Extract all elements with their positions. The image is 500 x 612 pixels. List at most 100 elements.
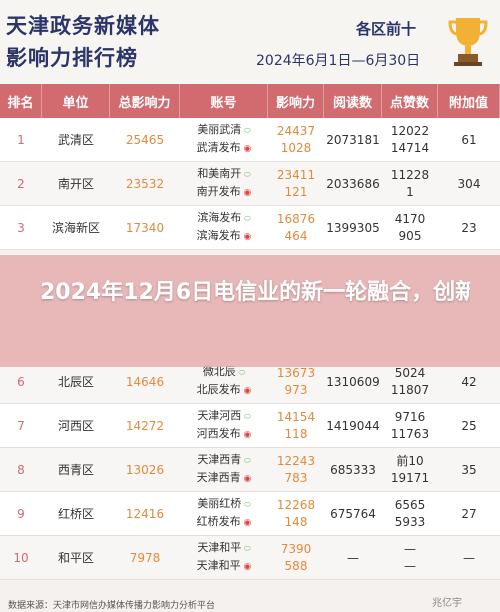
like-count-cell: 4170 905: [382, 206, 438, 249]
extra-value-cell: 25: [461, 418, 477, 433]
account-name-weibo: 武清发布: [197, 139, 252, 158]
influence-cell: 16876 464: [268, 206, 324, 249]
like-count-cell: 9716 11763: [382, 404, 438, 447]
rank-cell: 7: [17, 418, 25, 433]
rank-cell: 10: [13, 550, 29, 565]
account-cell: 天津西青 天津西青: [180, 448, 268, 491]
watermark: 兆亿宇: [432, 598, 462, 609]
total-influence-cell: 7978: [129, 550, 161, 565]
account-cell: 美丽红桥 红桥发布: [180, 492, 268, 535]
like-count-cell: 6565 5933: [382, 492, 438, 535]
extra-value-cell: —: [463, 550, 475, 565]
like-count-cell: 5024 11807: [382, 360, 438, 403]
influence-value: 24437: [276, 123, 316, 138]
total-influence-cell: 14646: [125, 374, 165, 389]
like-value: 11763: [390, 426, 430, 441]
influence-value: 148: [284, 514, 308, 529]
account-name-wechat: 天津西青: [197, 451, 250, 469]
account-name-wechat: 滨海发布: [197, 209, 250, 227]
influence-cell: 24437 1028: [268, 118, 324, 161]
account-name-weibo: 天津和平: [197, 557, 252, 576]
influence-cell: 23411 121: [268, 162, 324, 205]
table-row: 7 河西区 14272 天津河西 河西发布 14154 118 1419044 …: [0, 404, 500, 448]
account-name-weibo: 红桥发布: [197, 513, 252, 532]
like-value: 19171: [390, 470, 430, 485]
table-row: 3 滨海新区 17340 滨海发布 滨海发布 16876 464 1399305…: [0, 206, 500, 250]
data-source-note: 数据来源：天津市网信办媒体传播力影响力分析平台: [8, 601, 216, 611]
unit-cell: 南开区: [57, 177, 94, 191]
like-value: 4170: [394, 211, 426, 226]
account-cell: 美丽武清 武清发布: [180, 118, 268, 161]
read-count-cell: 675764: [330, 506, 376, 521]
rank-cell: 8: [17, 462, 25, 477]
account-cell: 滨海发布 滨海发布: [180, 206, 268, 249]
rank-cell: 1: [17, 132, 25, 147]
poster-subtitle: 各区前十: [356, 20, 417, 38]
total-influence-cell: 25465: [125, 132, 165, 147]
table-header: 排名 单位 总影响力 账号 影响力 阅读数 点赞数 附加值: [0, 84, 500, 118]
trophy-icon: [448, 18, 488, 66]
read-count-cell: 1310609: [326, 374, 380, 389]
influence-cell: 13673 973: [268, 360, 324, 403]
account-name-weibo: 河西发布: [197, 425, 252, 444]
column-header: 影响力: [268, 84, 324, 118]
like-value: 前10: [396, 453, 424, 468]
influence-value: 16876: [276, 211, 316, 226]
column-header: 账号: [180, 84, 268, 118]
like-value: —: [404, 558, 416, 573]
table-row: 6 北辰区 14646 微北辰 北辰发布 13673 973 1310609 5…: [0, 360, 500, 404]
table-row: 1 武清区 25465 美丽武清 武清发布 24437 1028 2073181…: [0, 118, 500, 162]
account-name-weibo: 北辰发布: [197, 381, 252, 400]
headline-banner: 2024年12月6日电信业的新一轮融合，创新、升级与未来发: [0, 255, 500, 367]
unit-cell: 滨海新区: [51, 221, 100, 235]
influence-cell: 7390 588: [268, 536, 324, 579]
like-value: 11807: [390, 382, 430, 397]
account-name-wechat: 天津和平: [197, 539, 250, 557]
read-count-cell: 1419044: [326, 418, 380, 433]
extra-value-cell: 35: [461, 462, 477, 477]
account-name-weibo: 南开发布: [197, 183, 252, 202]
influence-value: 12243: [276, 453, 316, 468]
influence-value: 588: [284, 558, 308, 573]
influence-value: 23411: [276, 167, 316, 182]
headline-text: 2024年12月6日电信业的新一轮融合，创新、升级与未来发: [40, 280, 470, 305]
influence-value: 13673: [276, 365, 316, 380]
influence-value: 118: [284, 426, 308, 441]
column-header: 附加值: [438, 84, 500, 118]
influence-value: 7390: [280, 541, 312, 556]
like-value: 14714: [390, 140, 430, 155]
total-influence-cell: 13026: [125, 462, 165, 477]
read-count-cell: 685333: [330, 462, 376, 477]
account-cell: 天津和平 天津和平: [180, 536, 268, 579]
influence-value: 464: [284, 228, 308, 243]
like-count-cell: 12022 14714: [382, 118, 438, 161]
like-value: 905: [398, 228, 422, 243]
account-name-weibo: 天津西青: [197, 469, 252, 488]
poster-title-line2: 影响力排行榜: [6, 46, 138, 70]
account-cell: 和美南开 南开发布: [180, 162, 268, 205]
like-count-cell: 11228 1: [382, 162, 438, 205]
column-header: 排名: [0, 84, 42, 118]
influence-value: 14154: [276, 409, 316, 424]
column-header: 阅读数: [324, 84, 382, 118]
table-row: 9 红桥区 12416 美丽红桥 红桥发布 12268 148 675764 6…: [0, 492, 500, 536]
extra-value-cell: 304: [457, 176, 481, 191]
read-count-cell: 2033686: [326, 176, 380, 191]
extra-value-cell: 27: [461, 506, 477, 521]
like-count-cell: — —: [382, 536, 438, 579]
account-name-wechat: 美丽红桥: [197, 495, 250, 513]
influence-value: 1028: [280, 140, 312, 155]
account-name-wechat: 天津河西: [197, 407, 250, 425]
rank-cell: 9: [17, 506, 25, 521]
total-influence-cell: 14272: [125, 418, 165, 433]
table-row: 10 和平区 7978 天津和平 天津和平 7390 588 — — — —: [0, 536, 500, 580]
like-value: 9716: [394, 409, 426, 424]
account-name-weibo: 滨海发布: [197, 227, 252, 246]
rank-cell: 3: [17, 220, 25, 235]
extra-value-cell: 42: [461, 374, 477, 389]
read-count-cell: 1399305: [326, 220, 380, 235]
like-count-cell: 前10 19171: [382, 448, 438, 491]
unit-cell: 河西区: [57, 419, 94, 433]
read-count-cell: —: [347, 550, 359, 565]
account-name-wechat: 美丽武清: [197, 121, 250, 139]
